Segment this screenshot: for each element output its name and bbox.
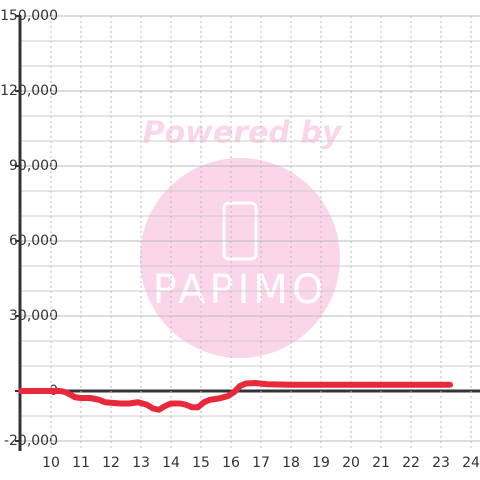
x-tick-label: 22 [402,455,420,471]
x-tick-label: 14 [162,455,180,471]
x-tick-label: 17 [252,455,270,471]
x-tick-label: 24 [462,455,480,471]
x-tick-label: 11 [72,455,90,471]
data-line [18,380,453,413]
x-tick-label: 13 [132,455,150,471]
y-tick-label: -20,000 [4,433,58,449]
x-tick-label: 15 [192,455,210,471]
x-tick-label: 12 [102,455,120,471]
x-tick-label: 10 [42,455,60,471]
watermark-text: Powered by [143,116,343,151]
watermark-icon [222,201,258,261]
watermark-logo: PAPIMO [153,267,328,313]
y-tick-label: 120,000 [0,83,58,99]
x-tick-label: 18 [282,455,300,471]
x-tick-label: 21 [372,455,390,471]
y-tick-label: 150,000 [0,8,58,24]
x-tick-label: 19 [312,455,330,471]
x-tick-label: 23 [432,455,450,471]
x-tick-label: 20 [342,455,360,471]
x-tick-label: 16 [222,455,240,471]
